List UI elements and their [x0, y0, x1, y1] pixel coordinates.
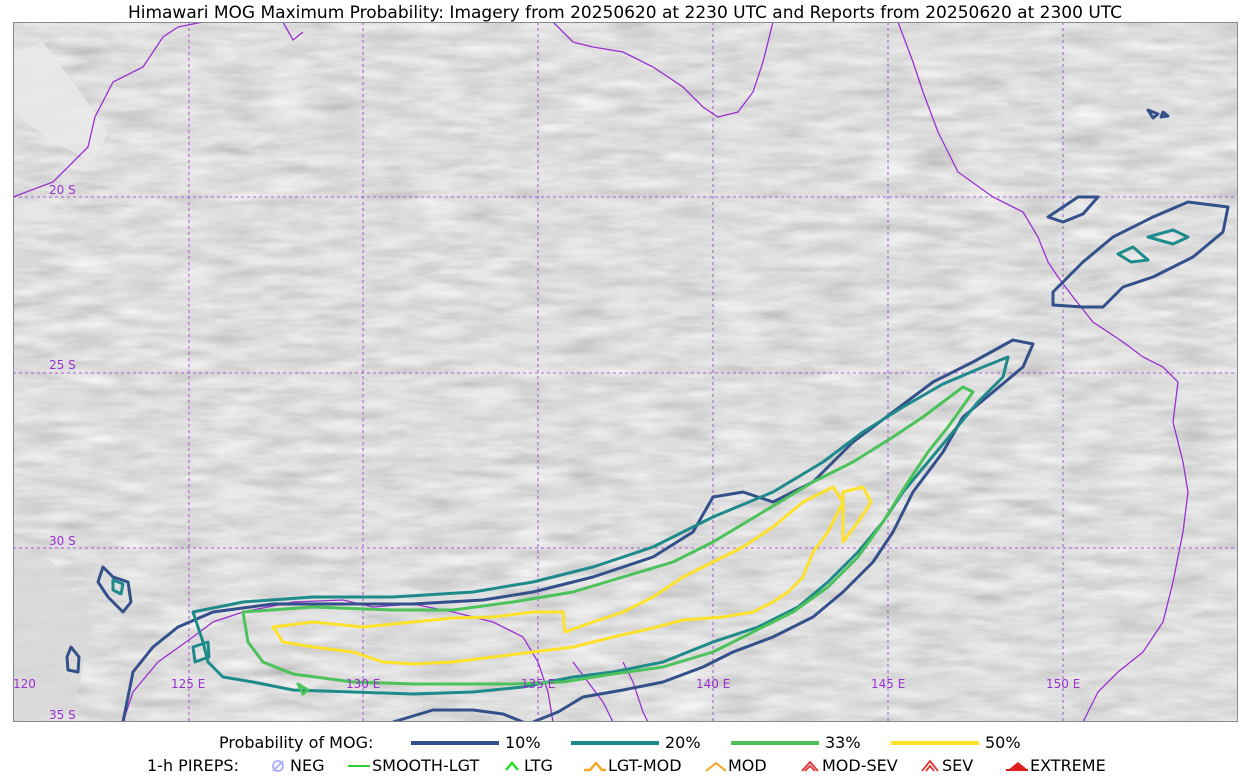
legend-swatch	[891, 741, 979, 745]
chart-title: Himawari MOG Maximum Probability: Imager…	[127, 3, 1123, 23]
cloud-patch	[13, 542, 93, 722]
lon-label: 125 E	[171, 677, 205, 691]
contour-10	[65, 645, 81, 674]
contour-10	[1146, 108, 1170, 120]
lat-label: 20 S	[49, 183, 76, 197]
contour-10	[1046, 195, 1100, 224]
pirep-entry-smooth-lgt: SMOOTH-LGT	[346, 756, 479, 776]
contour-33	[296, 682, 310, 696]
lon-label: 145 E	[871, 677, 905, 691]
lon-label: 150 E	[1046, 677, 1080, 691]
lon-label: 130 E	[346, 677, 380, 691]
contour-20	[1116, 245, 1150, 264]
pirep-entry-mod: MOD	[702, 756, 767, 776]
graticule	[13, 22, 1238, 722]
contour-10	[1051, 200, 1230, 309]
pirep-entry-ltg: LTG	[502, 756, 553, 776]
contour-20	[1146, 228, 1190, 246]
legend-entry-10: 10%	[411, 733, 541, 753]
neg-icon	[272, 760, 284, 772]
cloud-texture	[13, 22, 1238, 722]
pirep-entry-mod-sev: MOD-SEV	[800, 756, 898, 776]
lon-label: 140 E	[696, 677, 730, 691]
lat-label: 30 S	[49, 534, 76, 548]
pirep-entry-extreme: EXTREME	[1004, 756, 1106, 776]
grid-labels: 20 S 25 S 30 S 35 S 125 E 130 E 135 E 14…	[13, 183, 1080, 722]
pirep-legend-title: 1-h PIREPS:	[147, 756, 239, 775]
chevron-icon	[705, 761, 726, 772]
contour-50	[271, 485, 845, 666]
cloud-patch	[13, 42, 108, 162]
legend-swatch	[571, 741, 659, 745]
legend-entry-50: 50%	[891, 733, 1021, 753]
contour-50	[841, 485, 873, 544]
contour-20	[191, 640, 211, 664]
pirep-entry-lgt-mod: LGT-MOD	[582, 756, 682, 776]
map-border	[13, 22, 1238, 722]
line-icon	[348, 765, 370, 767]
lat-label: 25 S	[49, 358, 76, 372]
contour-10	[121, 338, 1035, 722]
contour-10	[392, 708, 524, 722]
probability-legend-title: Probability of MOG:	[219, 733, 374, 752]
contour-33	[241, 385, 975, 686]
contour-20	[111, 578, 125, 596]
lat-label: 35 S	[49, 708, 76, 722]
mog-contours	[65, 108, 1230, 722]
legend-swatch	[731, 741, 819, 745]
double-chevron-icon	[921, 759, 939, 772]
legend-swatch	[411, 741, 499, 745]
pirep-entry-sev: SEV	[920, 756, 973, 776]
filled-hat-icon	[1006, 762, 1028, 771]
contour-10	[96, 565, 133, 614]
chevron-icon	[505, 761, 519, 771]
contour-20	[191, 355, 1010, 696]
lon-label: 135 E	[521, 677, 555, 691]
legend-entry-20: 20%	[571, 733, 701, 753]
pirep-entry-neg: NEG	[268, 756, 324, 776]
satellite-map: 20 S 25 S 30 S 35 S 125 E 130 E 135 E 14…	[13, 22, 1238, 722]
lon-label: 120	[13, 677, 36, 691]
hat-icon	[584, 761, 606, 772]
double-hat-icon	[801, 760, 819, 772]
legend-entry-33: 33%	[731, 733, 861, 753]
